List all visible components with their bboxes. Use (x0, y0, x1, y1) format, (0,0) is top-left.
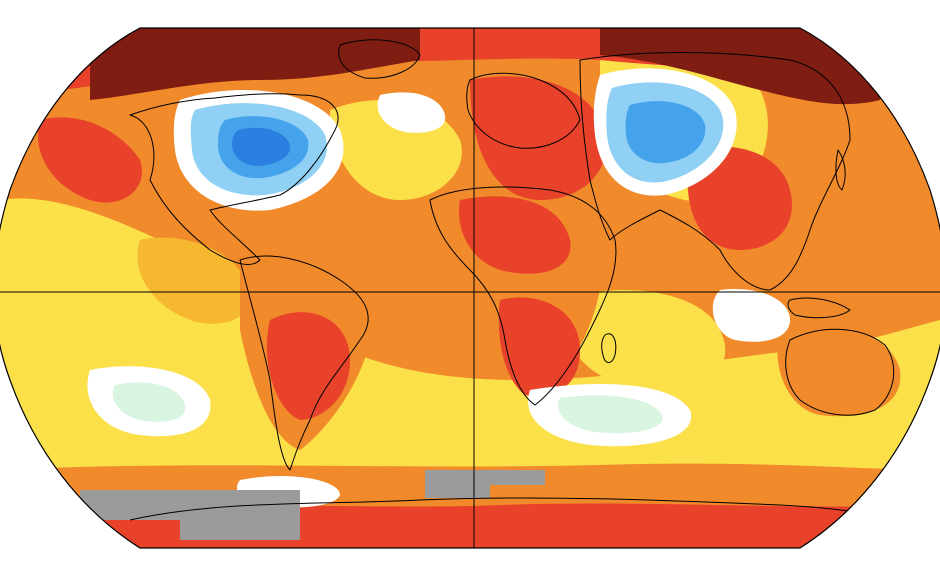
no-data-antarctic-east (425, 470, 545, 498)
coast-asia (579, 52, 851, 291)
white-southeast-asia (712, 289, 790, 342)
dark-red-arctic-na (90, 28, 420, 100)
red-southern-africa (498, 297, 580, 397)
coast-indonesia (787, 297, 851, 319)
coastlines (129, 39, 901, 521)
pale-green-pacific-south (112, 382, 186, 422)
yellow-pacific-east (137, 237, 251, 324)
coast-africa (429, 186, 617, 406)
coast-greenland (338, 39, 421, 79)
red-north-africa (459, 196, 571, 274)
blue-central-asia (625, 101, 706, 164)
yellow-band-south (0, 283, 940, 470)
coast-madagascar (601, 333, 617, 363)
dark-red-arctic-eurasia (600, 28, 880, 105)
coast-south-america (239, 255, 369, 471)
no-data-antarctic-west (80, 490, 300, 540)
orange-australia (777, 326, 901, 417)
pale-green-indian-south (557, 395, 663, 434)
yellow-indian (560, 290, 726, 392)
coast-japan (835, 149, 846, 191)
coast-antarctica (129, 497, 901, 521)
coast-north-america (129, 93, 339, 265)
red-south-america-interior (266, 312, 350, 420)
coast-australia (785, 328, 895, 416)
coast-europe (466, 72, 581, 149)
red-north-america-west (38, 117, 142, 203)
white-north-atlantic (377, 92, 446, 133)
deep-blue-north-america (232, 127, 291, 166)
red-central-asia (687, 146, 792, 250)
red-europe (470, 76, 607, 200)
